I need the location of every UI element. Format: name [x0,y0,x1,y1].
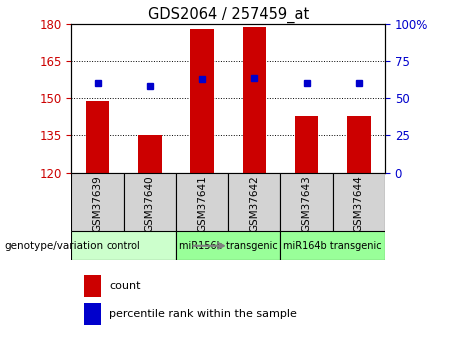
Text: miR156b transgenic: miR156b transgenic [179,241,278,251]
Bar [176,231,280,260]
Bar [71,172,124,231]
Bar [280,172,333,231]
Text: genotype/variation: genotype/variation [5,241,104,251]
Bar [138,136,161,172]
Text: control: control [107,241,141,251]
Bar [84,275,101,297]
Bar [242,27,266,172]
Bar [190,29,214,172]
Text: GSM37643: GSM37643 [301,175,312,232]
Text: GSM37644: GSM37644 [354,175,364,232]
Bar [84,303,101,325]
Bar [333,172,385,231]
Bar [295,116,319,172]
Text: percentile rank within the sample: percentile rank within the sample [109,309,297,319]
Bar [347,116,371,172]
Text: count: count [109,282,141,292]
Bar [71,231,176,260]
Bar [176,172,228,231]
Bar [280,231,385,260]
Text: GSM37641: GSM37641 [197,175,207,232]
Text: GSM37642: GSM37642 [249,175,260,232]
Title: GDS2064 / 257459_at: GDS2064 / 257459_at [148,7,309,23]
Bar [86,101,109,172]
Bar [124,172,176,231]
Text: GSM37640: GSM37640 [145,175,155,232]
Text: miR164b transgenic: miR164b transgenic [284,241,382,251]
Bar [228,172,280,231]
Text: GSM37639: GSM37639 [93,175,103,232]
